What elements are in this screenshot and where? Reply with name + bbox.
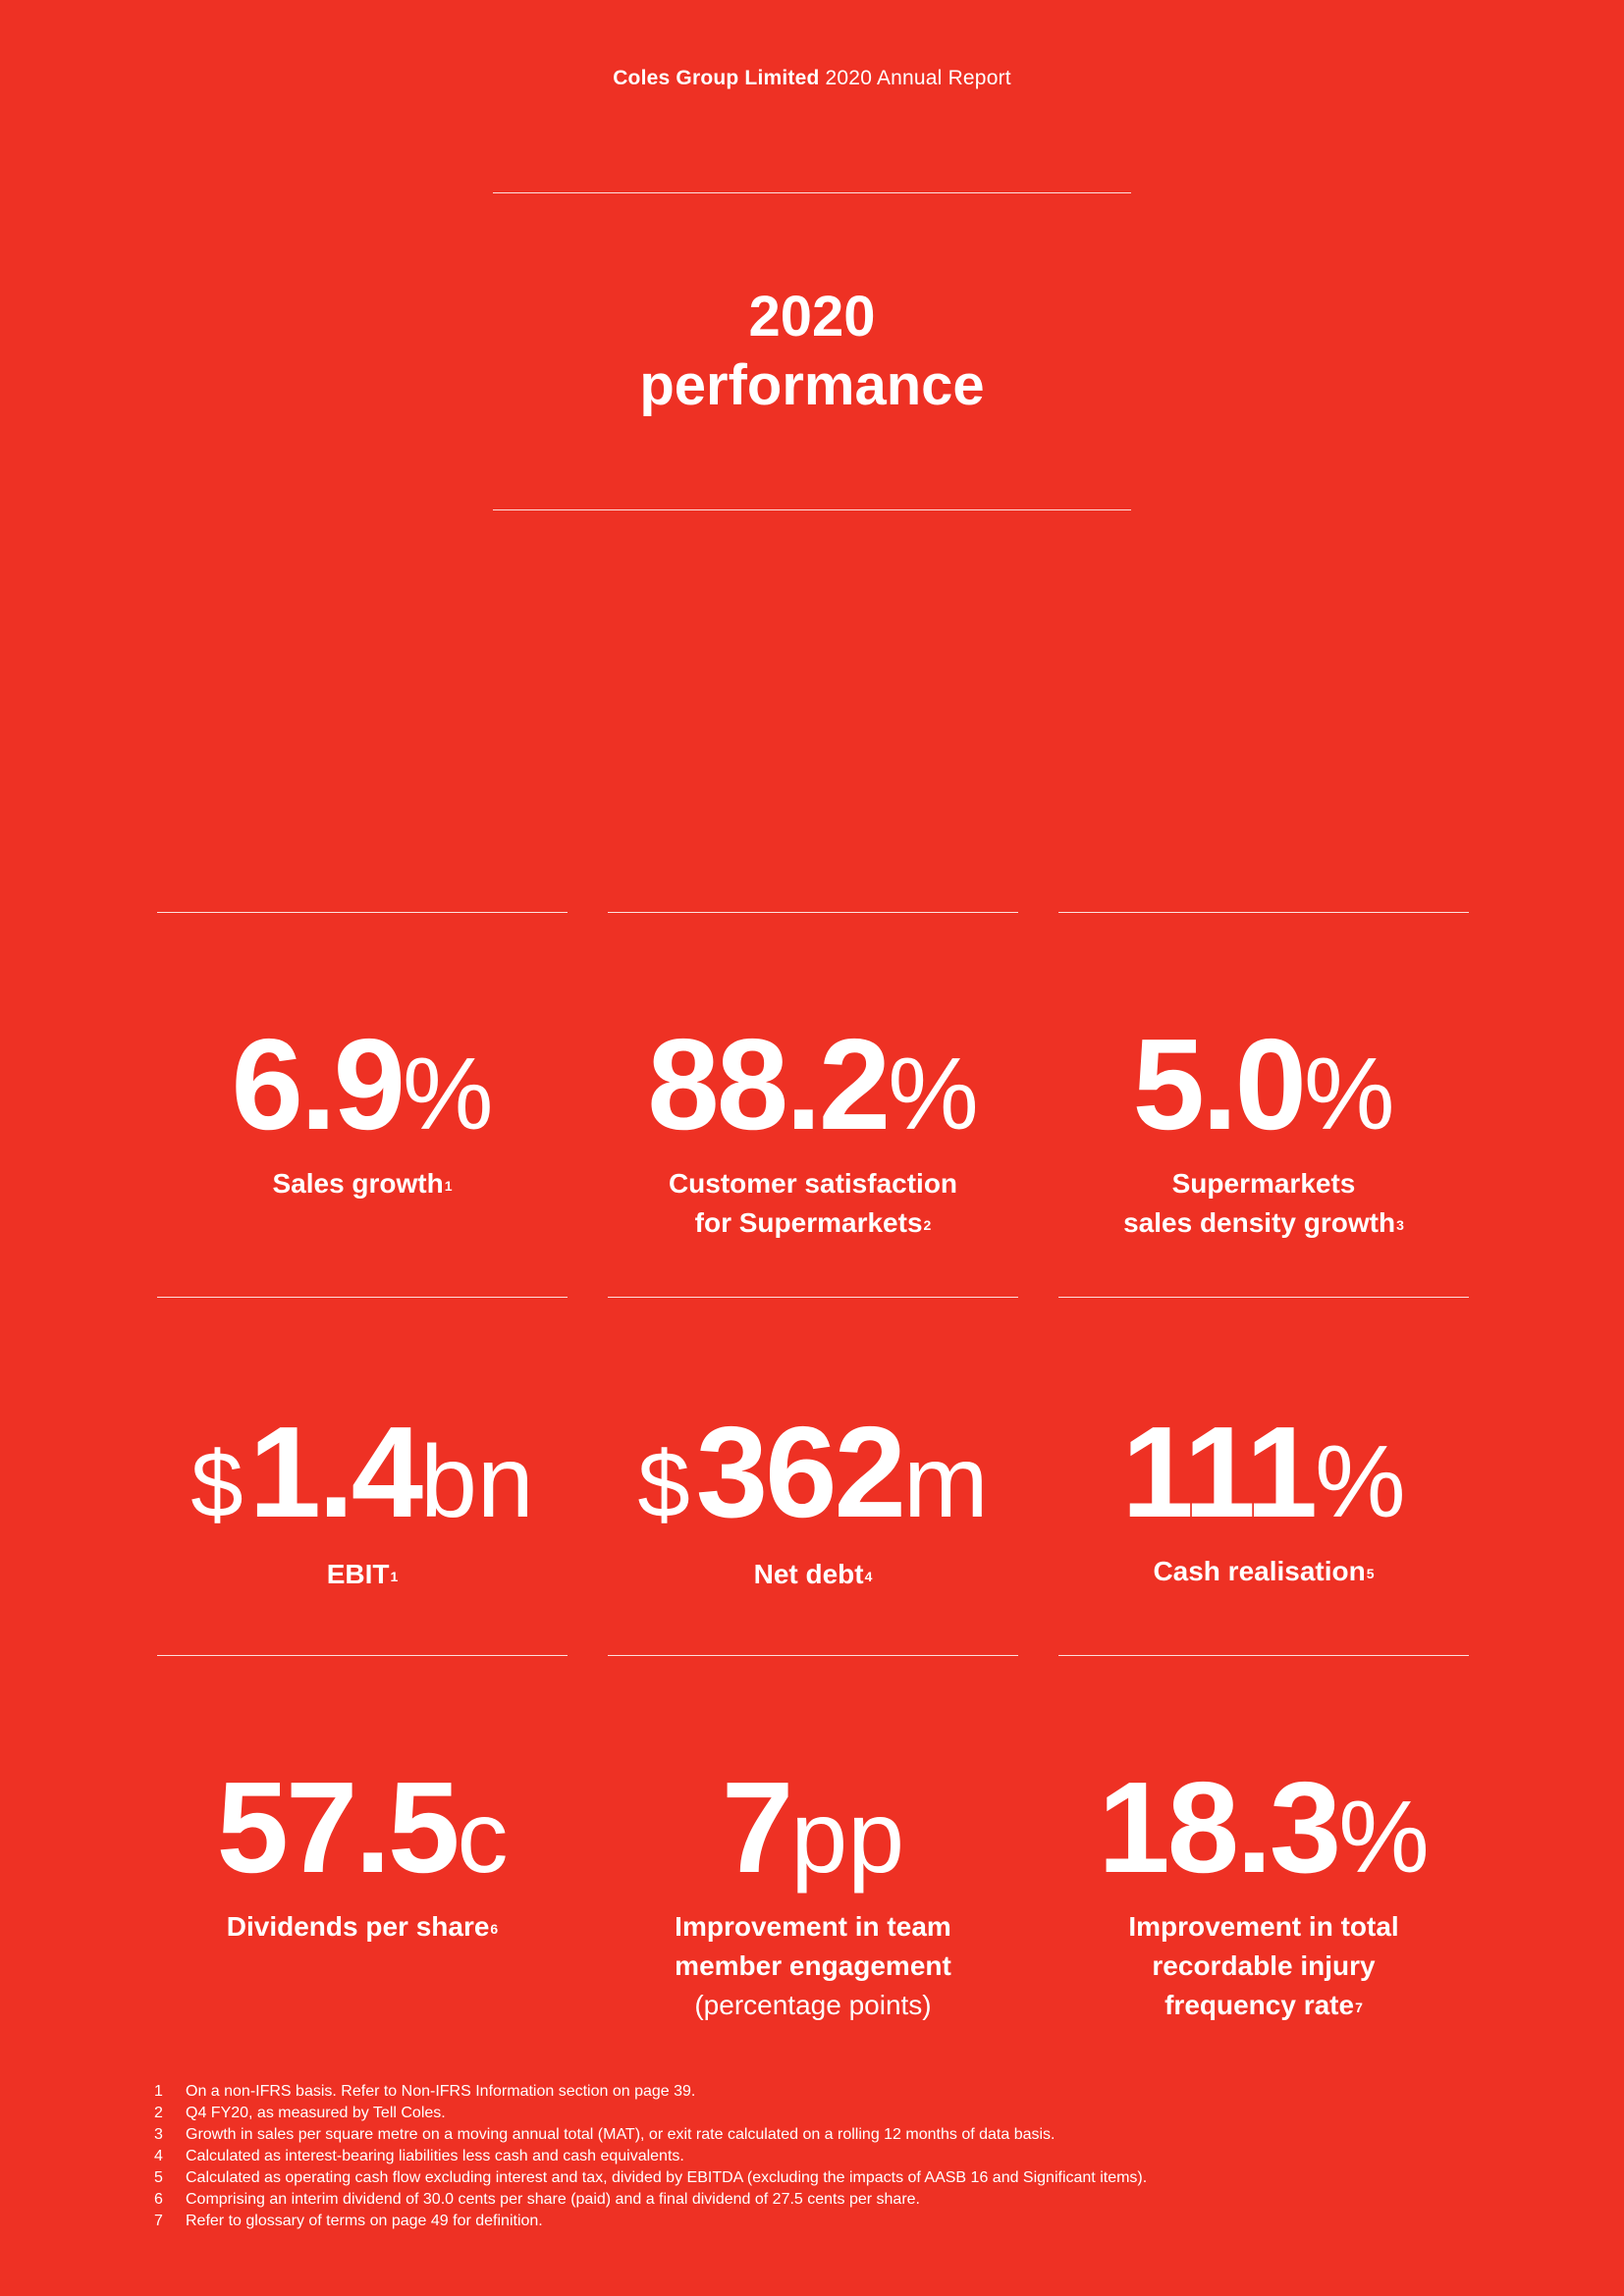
grid-rule	[1058, 912, 1469, 913]
metric-value: 111%	[1121, 1400, 1406, 1544]
title-rule-bottom	[493, 509, 1131, 510]
metric-value: 18.3%	[1098, 1755, 1430, 1899]
grid-rule	[1058, 1655, 1469, 1656]
metric-ebit: $1.4bn EBIT1	[156, 1400, 568, 1594]
grid-rule	[157, 1655, 568, 1656]
metric-label: Supermarkets sales density growth3	[1123, 1168, 1404, 1238]
metric-label: Net debt4	[753, 1559, 873, 1589]
footnotes: 1 On a non-IFRS basis. Refer to Non-IFRS …	[154, 2081, 1489, 2232]
metric-label: Dividends per share6	[226, 1911, 499, 1942]
footnote: 4 Calculated as interest-bearing liabilit…	[154, 2148, 684, 2164]
footnote: 7 Refer to glossary of terms on page 49 f…	[154, 2213, 543, 2229]
metric-label: Sales growth1	[272, 1168, 453, 1199]
report-name: 2020 Annual Report	[819, 67, 1011, 89]
metric-net-debt: $362m Net debt4	[607, 1400, 1019, 1594]
page-title: 2020 performance	[0, 283, 1624, 420]
grid-rule	[608, 1655, 1018, 1656]
page-title-line-2: performance	[639, 353, 985, 417]
grid-rule	[1058, 1297, 1469, 1298]
metric-value: 88.2%	[647, 1012, 979, 1156]
metric-label: Customer satisfaction for Supermarkets2	[668, 1168, 958, 1238]
metric-customer-satisfaction: 88.2% Customer satisfaction for Supermar…	[607, 1012, 1019, 1243]
metric-cash-realisation: 111% Cash realisation5	[1057, 1400, 1470, 1591]
grid-rule	[157, 912, 568, 913]
metric-value: 5.0%	[1132, 1012, 1395, 1156]
metric-sales-density-growth: 5.0% Supermarkets sales density growth3	[1057, 1012, 1470, 1243]
grid-rule	[608, 912, 1018, 913]
metric-value: 6.9%	[231, 1012, 494, 1156]
metric-team-engagement: 7pp Improvement in team member engagemen…	[607, 1755, 1019, 2025]
title-rule-top	[493, 192, 1131, 193]
metric-value: 57.5c	[216, 1755, 509, 1899]
footnote: 6 Comprising an interim dividend of 30.0 …	[154, 2191, 920, 2208]
report-header: Coles Group Limited 2020 Annual Report	[0, 67, 1624, 90]
grid-rule	[157, 1297, 568, 1298]
metric-label: Cash realisation5	[1153, 1556, 1375, 1586]
footnote: 2 Q4 FY20, as measured by Tell Coles.	[154, 2105, 446, 2121]
company-name: Coles Group Limited	[613, 67, 820, 89]
grid-rule	[608, 1297, 1018, 1298]
footnote: 5 Calculated as operating cash flow exclu…	[154, 2169, 1148, 2186]
footnote: 1 On a non-IFRS basis. Refer to Non-IFRS …	[154, 2083, 696, 2100]
metric-label: Improvement in total recordable injury f…	[1128, 1911, 1399, 2020]
metric-label: Improvement in team member engagement (p…	[675, 1911, 951, 2020]
metric-label: EBIT1	[326, 1559, 399, 1589]
page-title-line-1: 2020	[748, 285, 876, 348]
metric-value: $1.4bn	[190, 1400, 534, 1544]
metric-sales-growth: 6.9% Sales growth1	[156, 1012, 568, 1203]
metric-value: 7pp	[721, 1755, 905, 1899]
metric-injury-frequency-rate: 18.3% Improvement in total recordable in…	[1057, 1755, 1470, 2025]
metric-value: $362m	[637, 1400, 989, 1544]
footnote: 3 Growth in sales per square metre on a m…	[154, 2126, 1056, 2143]
metric-dividends-per-share: 57.5c Dividends per share6	[156, 1755, 568, 1947]
